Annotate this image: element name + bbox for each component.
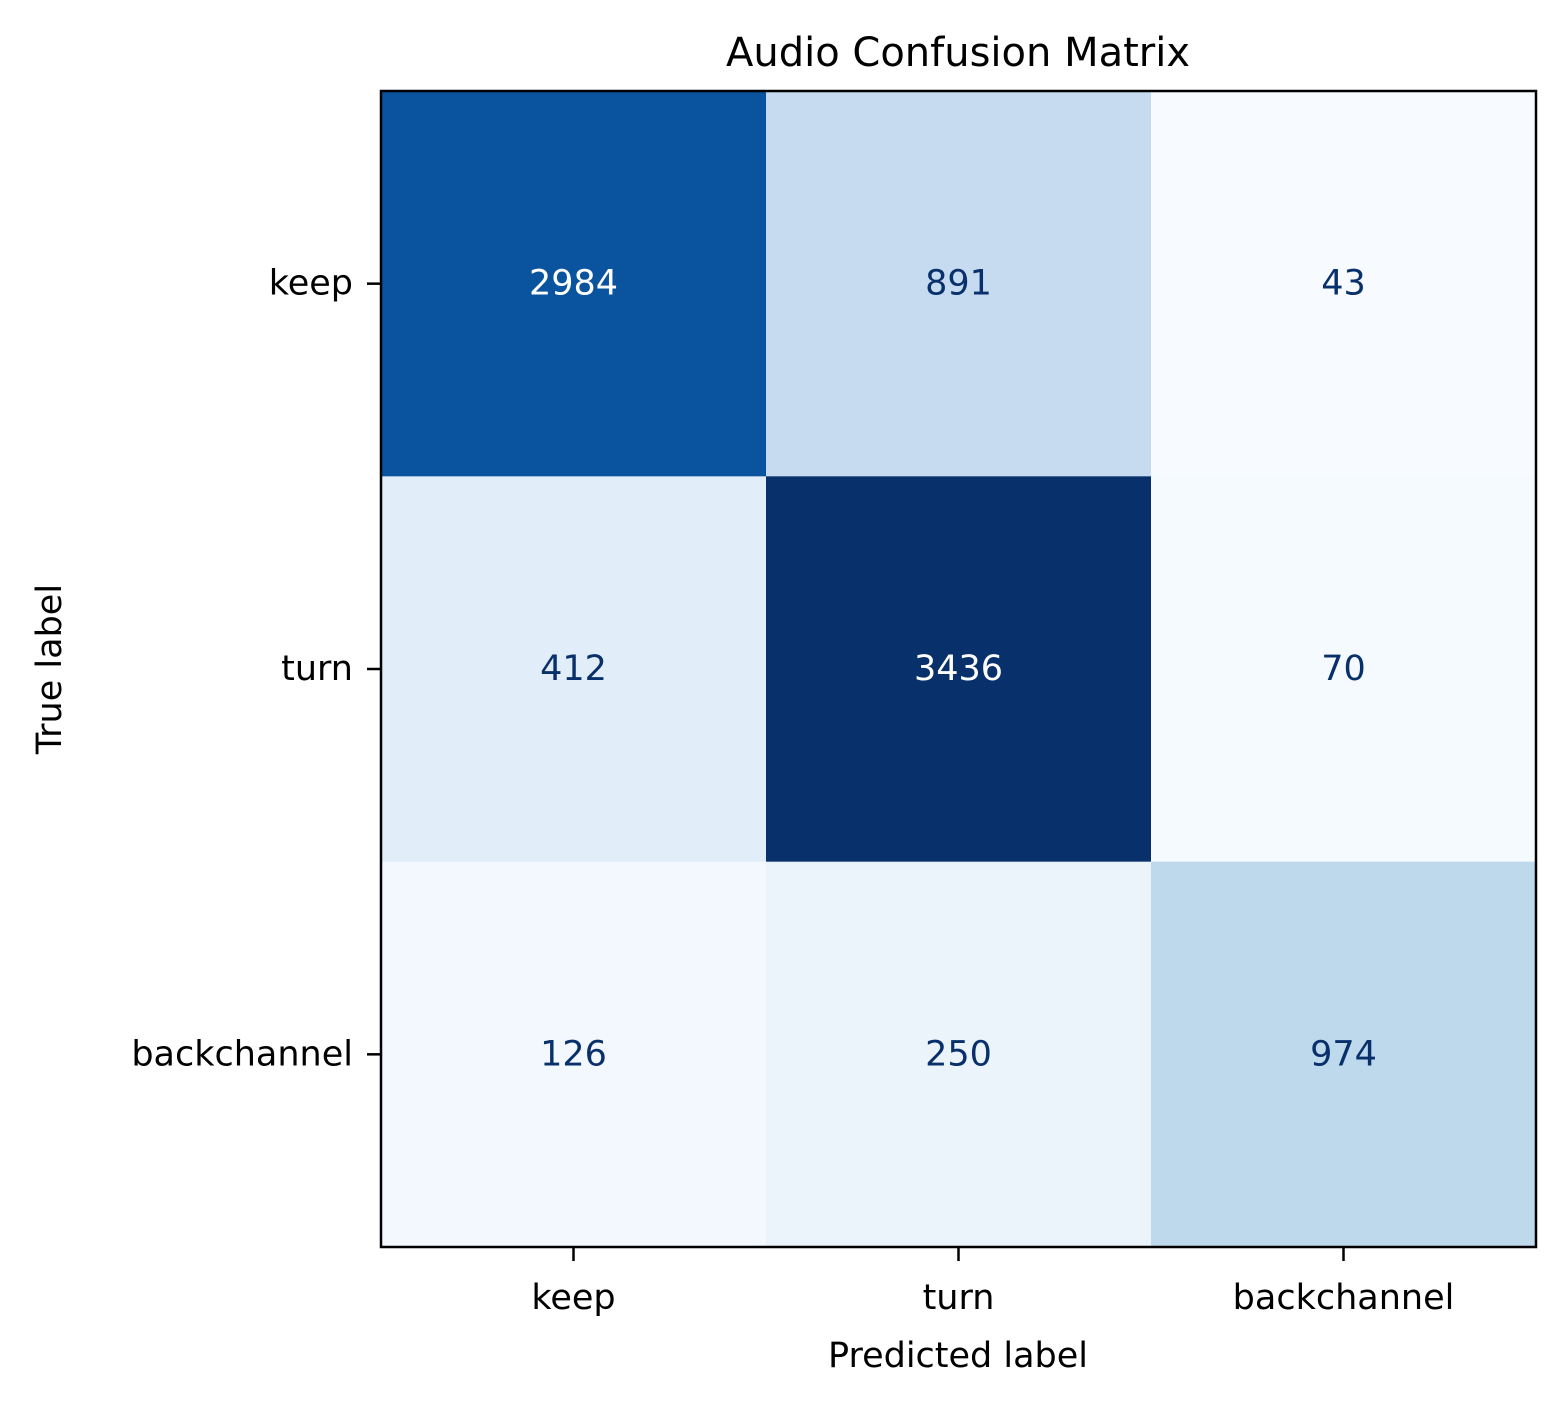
x-axis-ticks: keep turn backchannel bbox=[531, 1247, 1454, 1318]
y-axis-ticks: keep turn backchannel bbox=[131, 264, 381, 1074]
cell-value-label: 974 bbox=[1310, 1034, 1377, 1074]
cell-value-label: 891 bbox=[925, 264, 992, 304]
y-axis-label: True label bbox=[30, 584, 70, 755]
x-tick-label: turn bbox=[923, 1278, 995, 1318]
y-tick-label: keep bbox=[269, 264, 353, 304]
heatmap-cell bbox=[381, 476, 767, 863]
cell-value-label: 70 bbox=[1321, 649, 1366, 689]
cell-value-label: 3436 bbox=[914, 649, 1003, 689]
heatmap-cell bbox=[766, 91, 1152, 477]
heatmap-cell bbox=[766, 861, 1152, 1248]
heatmap-cells bbox=[381, 91, 1537, 1248]
cell-value-label: 126 bbox=[540, 1034, 607, 1074]
cell-value-label: 250 bbox=[925, 1034, 992, 1074]
x-tick-label: keep bbox=[531, 1278, 615, 1318]
heatmap-cell-labels: 2984 891 43 412 3436 70 126 250 974 bbox=[529, 264, 1377, 1075]
cell-value-label: 43 bbox=[1321, 264, 1366, 304]
heatmap-cell bbox=[1151, 476, 1537, 863]
heatmap-cell bbox=[381, 861, 767, 1248]
heatmap-cell bbox=[1151, 91, 1537, 477]
y-tick-label: turn bbox=[281, 649, 353, 689]
chart-title: Audio Confusion Matrix bbox=[726, 30, 1190, 76]
y-tick-label: backchannel bbox=[131, 1034, 353, 1074]
heatmap-cell bbox=[766, 476, 1152, 863]
cell-value-label: 2984 bbox=[529, 264, 618, 304]
cell-value-label: 412 bbox=[540, 649, 607, 689]
heatmap-cell bbox=[1151, 861, 1537, 1248]
heatmap-cell bbox=[381, 91, 767, 477]
x-axis-label: Predicted label bbox=[828, 1336, 1088, 1376]
x-tick-label: backchannel bbox=[1233, 1278, 1455, 1318]
